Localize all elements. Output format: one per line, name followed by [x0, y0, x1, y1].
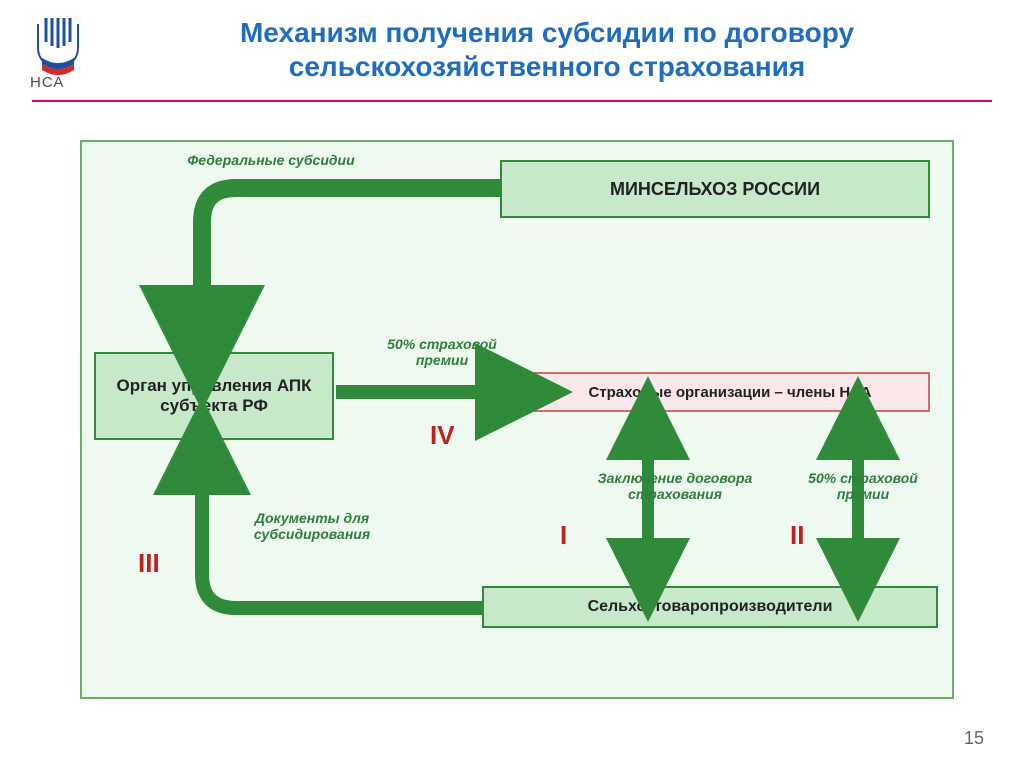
roman-i: I	[560, 520, 567, 551]
label-premium-top: 50% страховой премии	[362, 336, 522, 368]
roman-iv: IV	[430, 420, 455, 451]
roman-ii: II	[790, 520, 804, 551]
arrow-documents	[0, 0, 1024, 767]
label-federal: Федеральные субсидии	[186, 152, 356, 168]
label-documents: Документы для субсидирования	[222, 510, 402, 542]
label-premium-right: 50% страховой премии	[798, 470, 928, 502]
page-number: 15	[964, 728, 984, 749]
roman-iii: III	[138, 548, 160, 579]
label-contract: Заключение договора страхования	[580, 470, 770, 502]
